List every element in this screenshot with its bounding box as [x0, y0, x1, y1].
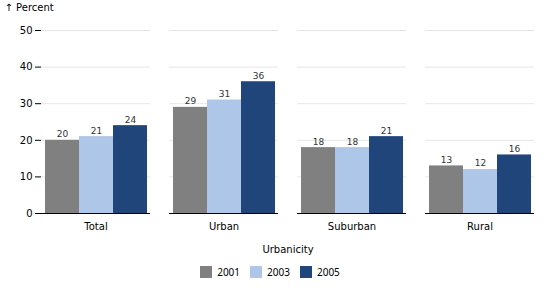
svg-text:40: 40: [20, 61, 33, 72]
svg-text:16: 16: [509, 144, 521, 154]
svg-text:13: 13: [441, 155, 452, 165]
svg-text:50: 50: [20, 25, 33, 36]
svg-text:29: 29: [185, 96, 197, 106]
svg-text:20: 20: [20, 135, 33, 146]
svg-text:24: 24: [125, 115, 137, 125]
svg-text:Urban: Urban: [209, 221, 239, 232]
svg-text:20: 20: [57, 129, 69, 139]
svg-text:0: 0: [26, 208, 32, 219]
svg-text:18: 18: [313, 137, 325, 147]
html-text:2005: 2005: [316, 264, 340, 279]
svg-text:Rural: Rural: [467, 221, 493, 232]
html-text:2001: 2001: [217, 264, 240, 279]
svg-text:Total: Total: [83, 221, 107, 232]
html-text:2003: 2003: [267, 264, 290, 279]
svg-text:Urbanicity: Urbanicity: [262, 244, 313, 255]
svg-text:31: 31: [219, 89, 230, 99]
svg-text:10: 10: [20, 171, 33, 182]
svg-text:30: 30: [20, 98, 33, 109]
svg-text:↑ Percent: ↑ Percent: [5, 2, 54, 13]
svg-text:12: 12: [475, 158, 486, 168]
svg-text:21: 21: [91, 126, 102, 136]
svg-text:36: 36: [253, 71, 265, 81]
svg-text:Suburban: Suburban: [328, 221, 376, 232]
svg-text:21: 21: [381, 126, 392, 136]
svg-text:18: 18: [347, 137, 359, 147]
